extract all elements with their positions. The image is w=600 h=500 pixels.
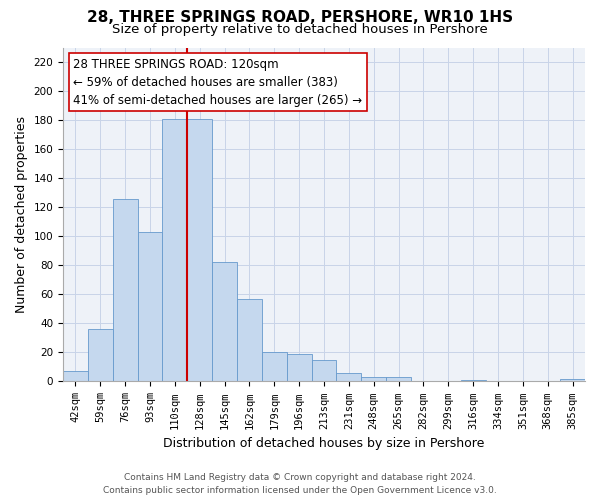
Bar (461, 380, 485, 382)
Bar (88, 329, 113, 382)
Bar (187, 118, 212, 382)
Bar (560, 378, 585, 382)
Bar (311, 360, 337, 382)
Bar (163, 118, 187, 382)
Bar (63, 372, 88, 382)
Bar (337, 372, 361, 382)
Bar (113, 198, 137, 382)
Bar (212, 262, 237, 382)
Text: Contains HM Land Registry data © Crown copyright and database right 2024.
Contai: Contains HM Land Registry data © Crown c… (103, 474, 497, 495)
Bar (361, 377, 386, 382)
Text: Size of property relative to detached houses in Pershore: Size of property relative to detached ho… (112, 22, 488, 36)
Text: 28, THREE SPRINGS ROAD, PERSHORE, WR10 1HS: 28, THREE SPRINGS ROAD, PERSHORE, WR10 1… (87, 10, 513, 25)
X-axis label: Distribution of detached houses by size in Pershore: Distribution of detached houses by size … (163, 437, 485, 450)
Bar (137, 232, 163, 382)
Bar (386, 377, 411, 382)
Y-axis label: Number of detached properties: Number of detached properties (15, 116, 28, 313)
Bar (262, 352, 287, 382)
Text: 28 THREE SPRINGS ROAD: 120sqm
← 59% of detached houses are smaller (383)
41% of : 28 THREE SPRINGS ROAD: 120sqm ← 59% of d… (73, 58, 362, 106)
Bar (237, 298, 262, 382)
Bar (287, 354, 311, 382)
